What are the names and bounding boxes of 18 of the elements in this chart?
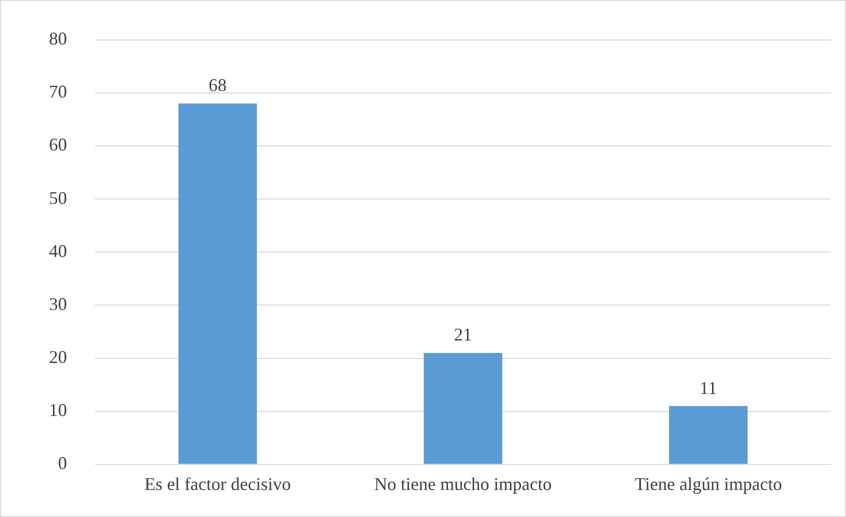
- data-label: 11: [700, 378, 718, 398]
- y-tick-label: 70: [49, 82, 67, 102]
- y-tick-label: 0: [58, 453, 67, 474]
- y-tick-label: 40: [49, 240, 67, 261]
- data-label: 21: [454, 324, 472, 345]
- y-tick-label: 20: [49, 346, 67, 367]
- y-tick-label: 60: [49, 134, 67, 155]
- bar: [178, 103, 257, 464]
- y-tick-label: 10: [49, 400, 67, 420]
- data-label: 68: [208, 75, 227, 96]
- y-tick-label: 30: [49, 294, 67, 314]
- x-tick-label: No tiene mucho impacto: [374, 474, 552, 494]
- y-tick-label: 80: [49, 28, 67, 49]
- bar: [669, 406, 748, 464]
- x-tick-label: Tiene algún impacto: [634, 474, 782, 494]
- x-tick-label: Es el factor decisivo: [144, 474, 291, 494]
- bar: [424, 352, 502, 464]
- y-tick-label: 50: [49, 188, 67, 208]
